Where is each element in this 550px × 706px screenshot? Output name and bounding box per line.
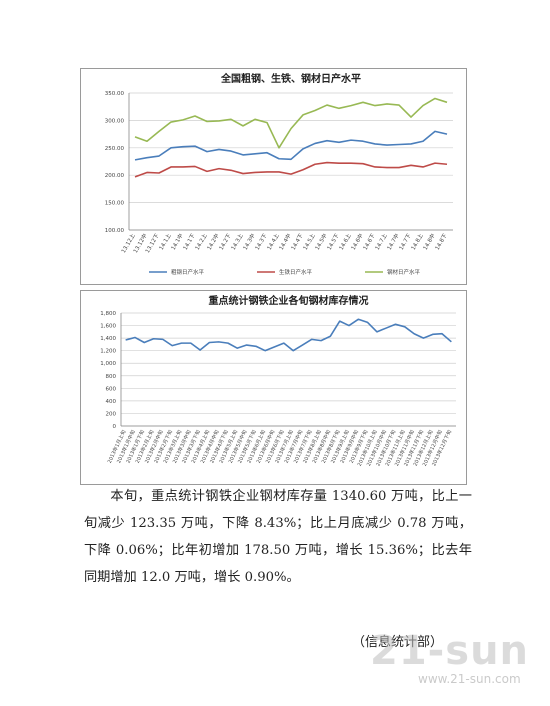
y-tick-label: 600 bbox=[106, 386, 117, 392]
legend-label: 生铁日产水平 bbox=[279, 268, 313, 276]
signature: （信息统计部） bbox=[352, 635, 444, 650]
series-line bbox=[134, 130, 448, 161]
y-tick-label: 200.00 bbox=[105, 173, 125, 179]
paragraph: 本旬，重点统计钢铁企业钢材库存量 1340.60 万吨，比上一旬减少 123.3… bbox=[84, 489, 472, 585]
chart: 全国粗钢、生铁、钢材日产水平 100.00 150.00 200.00 250.00 30… bbox=[80, 68, 467, 285]
y-tick-label: 350.00 bbox=[105, 91, 125, 97]
y-tick-label: 1,600 bbox=[100, 324, 116, 330]
legend-label: 粗钢日产水平 bbox=[171, 268, 205, 276]
y-tick-label: 1,200 bbox=[100, 349, 116, 355]
y-tick-label: 250.00 bbox=[105, 146, 125, 152]
y-tick-label: 1,000 bbox=[100, 361, 116, 367]
y-tick-label: 200 bbox=[106, 411, 117, 417]
chart: 重点统计钢铁企业各旬钢材库存情况 0 200 400 600 800 1,000 1,200 1… bbox=[80, 290, 467, 485]
chart-title: 全国粗钢、生铁、钢材日产水平 bbox=[220, 72, 361, 85]
series-line bbox=[134, 97, 448, 149]
series-line bbox=[134, 161, 448, 178]
chart-title: 重点统计钢铁企业各旬钢材库存情况 bbox=[209, 294, 369, 307]
y-tick-label: 300.00 bbox=[105, 118, 125, 124]
y-tick-label: 150.00 bbox=[105, 201, 125, 207]
series-line bbox=[125, 318, 452, 352]
y-tick-label: 1,800 bbox=[100, 311, 116, 317]
y-tick-label: 100.00 bbox=[105, 228, 125, 234]
legend-label: 钢材日产水平 bbox=[387, 268, 421, 276]
y-tick-label: 800 bbox=[106, 374, 117, 380]
y-tick-label: 400 bbox=[106, 399, 117, 405]
watermark-url: www.21-sun.com bbox=[418, 672, 521, 686]
watermark-logo: 21-sun bbox=[370, 628, 530, 674]
y-tick-label: 1,400 bbox=[100, 336, 116, 342]
x-tick-label: 14.8下 bbox=[434, 232, 449, 251]
y-tick-label: 0 bbox=[113, 424, 117, 430]
